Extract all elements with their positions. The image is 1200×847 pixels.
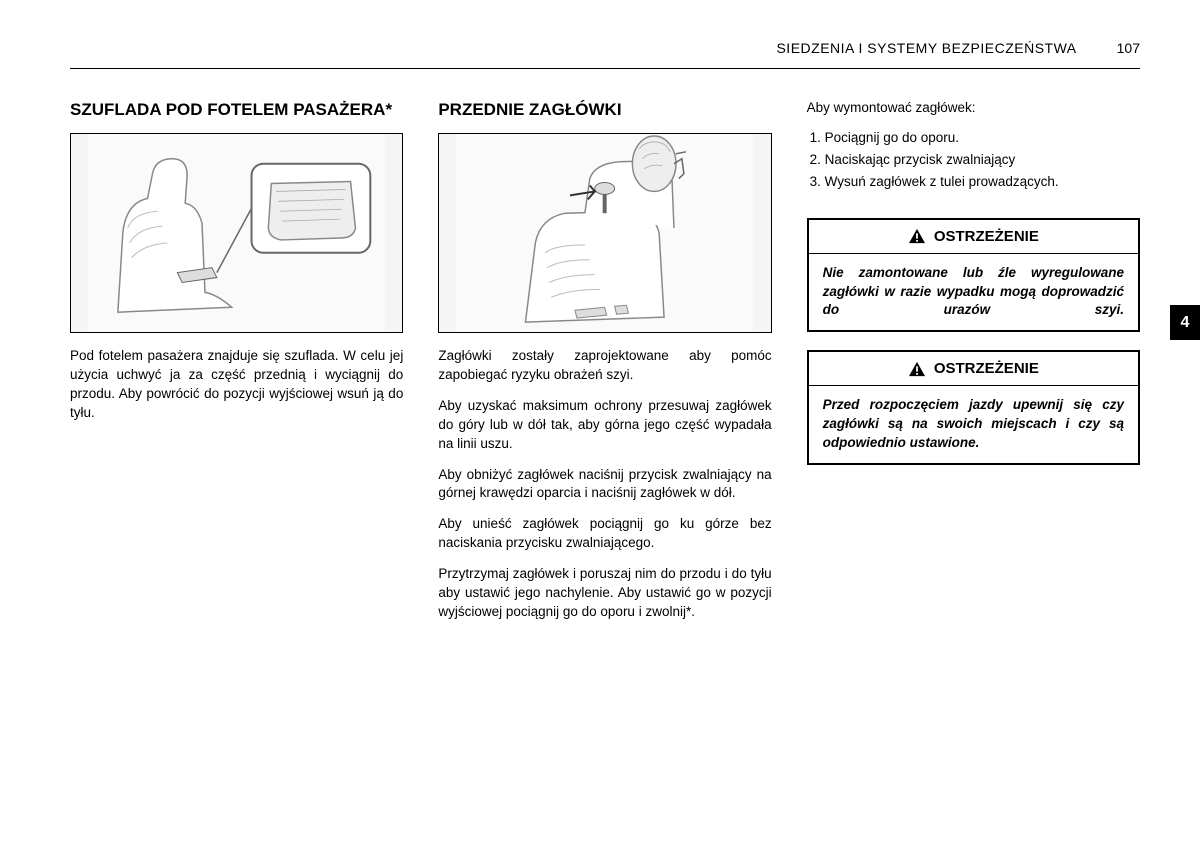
headrest-p4: Aby unieść zagłówek pociągnij go ku górz… xyxy=(438,515,771,553)
warning-box-2: OSTRZEŻENIE Przed rozpoczęciem jazdy upe… xyxy=(807,350,1140,465)
headrest-figure xyxy=(438,133,771,333)
headrest-p3: Aby obniżyć zagłówek naciśnij przycisk z… xyxy=(438,466,771,504)
drawer-heading: SZUFLADA POD FOTELEM PASAŻERA* xyxy=(70,99,403,121)
step-1: Pociągnij go do oporu. xyxy=(825,128,1140,148)
drawer-figure xyxy=(70,133,403,333)
warning-triangle-icon xyxy=(908,361,926,377)
main-content: SZUFLADA POD FOTELEM PASAŻERA* Pod fotel… xyxy=(70,99,1140,634)
chapter-title: SIEDZENIA I SYSTEMY BEZPIECZEŃSTWA xyxy=(776,40,1076,56)
page-number: 107 xyxy=(1117,40,1140,56)
page-header: SIEDZENIA I SYSTEMY BEZPIECZEŃSTWA 107 xyxy=(70,40,1140,69)
headrest-p1: Zagłówki zostały zaprojektowane aby pomó… xyxy=(438,347,771,385)
headrest-heading: PRZEDNIE ZAGŁÓWKI xyxy=(438,99,771,121)
headrest-p5: Przytrzymaj zagłówek i poruszaj nim do p… xyxy=(438,565,771,622)
warning-triangle-icon xyxy=(908,228,926,244)
step-3: Wysuń zagłówek z tulei prowadzących. xyxy=(825,172,1140,192)
headrest-illustration xyxy=(439,134,770,332)
chapter-tab-number: 4 xyxy=(1181,314,1190,332)
warning-body-1: Nie zamontowane lub źle wyregulowane zag… xyxy=(809,254,1138,331)
headrest-p2: Aby uzyskać maksimum ochrony przesuwaj z… xyxy=(438,397,771,454)
warning-body-2: Przed rozpoczęciem jazdy upewnij się czy… xyxy=(809,386,1138,463)
warning-header-2: OSTRZEŻENIE xyxy=(809,352,1138,386)
column-right: Aby wymontować zagłówek: Pociągnij go do… xyxy=(807,99,1140,634)
step-2: Naciskając przycisk zwalniający xyxy=(825,150,1140,170)
removal-intro: Aby wymontować zagłówek: xyxy=(807,99,1140,118)
column-left: SZUFLADA POD FOTELEM PASAŻERA* Pod fotel… xyxy=(70,99,403,634)
warning-box-1: OSTRZEŻENIE Nie zamontowane lub źle wyre… xyxy=(807,218,1140,333)
removal-steps: Pociągnij go do oporu. Naciskając przyci… xyxy=(807,128,1140,193)
warning-title-2: OSTRZEŻENIE xyxy=(934,360,1039,377)
drawer-illustration xyxy=(71,134,402,332)
column-middle: PRZEDNIE ZAGŁÓWKI Zagłówki zostały zapro… xyxy=(438,99,771,634)
drawer-description: Pod fotelem pasażera znajduje się szufla… xyxy=(70,347,403,423)
warning-title-1: OSTRZEŻENIE xyxy=(934,228,1039,245)
chapter-tab: 4 xyxy=(1170,305,1200,340)
warning-header-1: OSTRZEŻENIE xyxy=(809,220,1138,254)
